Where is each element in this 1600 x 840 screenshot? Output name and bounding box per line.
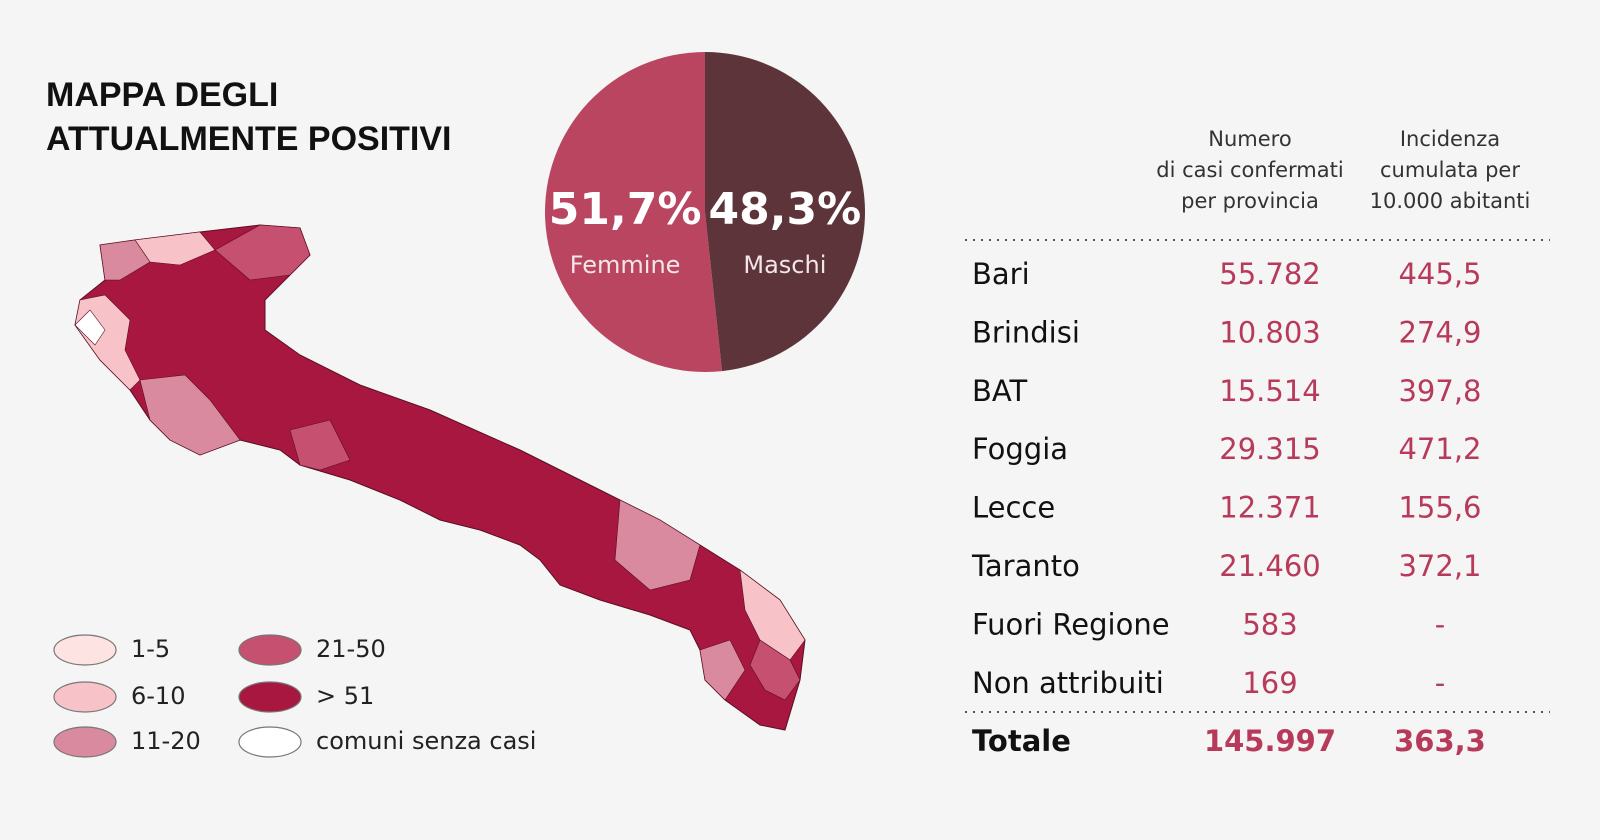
- province-name: Bari: [972, 257, 1030, 291]
- column-header: cumulata per: [1380, 158, 1520, 182]
- legend-label: comuni senza casi: [316, 727, 536, 755]
- table-value: 583: [1242, 607, 1297, 641]
- legend-label: 21-50: [316, 635, 386, 663]
- legend-label: 1-5: [131, 635, 170, 663]
- table-value: 274,9: [1398, 315, 1481, 349]
- legend-swatch: [238, 726, 302, 758]
- table-value: 29.315: [1219, 432, 1320, 466]
- pie-value-label: 48,3%: [709, 184, 862, 235]
- province-name: Foggia: [972, 432, 1068, 466]
- column-header: per provincia: [1181, 189, 1319, 213]
- province-name: Fuori Regione: [972, 607, 1170, 641]
- table-value: 12.371: [1219, 491, 1320, 525]
- pie-slice: [545, 52, 723, 372]
- legend-swatch: [238, 681, 302, 713]
- title-line: MAPPA DEGLI: [46, 76, 278, 114]
- legend-swatch: [53, 681, 117, 713]
- legend-swatch: [53, 726, 117, 758]
- table-value: 15.514: [1219, 374, 1320, 408]
- column-header: di casi confermati: [1156, 158, 1343, 182]
- table-value: 372,1: [1398, 549, 1481, 583]
- column-header: 10.000 abitanti: [1370, 189, 1531, 213]
- province-name: Non attribuiti: [972, 666, 1164, 700]
- pie-category-label: Maschi: [743, 251, 826, 279]
- region-map: [74, 224, 806, 731]
- column-header: Numero: [1208, 127, 1291, 151]
- total-value: 363,3: [1394, 724, 1486, 758]
- pie-value-label: 51,7%: [549, 184, 702, 235]
- table-value: 471,2: [1398, 432, 1481, 466]
- pie-slice: [705, 52, 866, 372]
- table-value: 21.460: [1219, 549, 1320, 583]
- province-name: Brindisi: [972, 315, 1080, 349]
- table-value: 55.782: [1219, 257, 1320, 291]
- total-label: Totale: [972, 724, 1071, 758]
- province-name: Taranto: [971, 549, 1080, 583]
- province-name: Lecce: [972, 491, 1055, 525]
- legend-swatch: [53, 634, 117, 666]
- table-value: 155,6: [1398, 491, 1481, 525]
- table-value: 169: [1242, 666, 1297, 700]
- table-value: 445,5: [1398, 257, 1481, 291]
- table-value: -: [1435, 666, 1445, 700]
- province-name: BAT: [972, 374, 1027, 408]
- table-value: 397,8: [1398, 374, 1481, 408]
- legend-label: > 51: [316, 682, 374, 710]
- title-line: ATTUALMENTE POSITIVI: [46, 120, 451, 158]
- legend-swatch: [238, 634, 302, 666]
- legend-label: 6-10: [131, 682, 185, 710]
- column-header: Incidenza: [1400, 127, 1500, 151]
- total-value: 145.997: [1204, 724, 1336, 758]
- legend-label: 11-20: [131, 727, 201, 755]
- table-value: 10.803: [1219, 315, 1320, 349]
- pie-category-label: Femmine: [570, 251, 681, 279]
- table-value: -: [1435, 607, 1445, 641]
